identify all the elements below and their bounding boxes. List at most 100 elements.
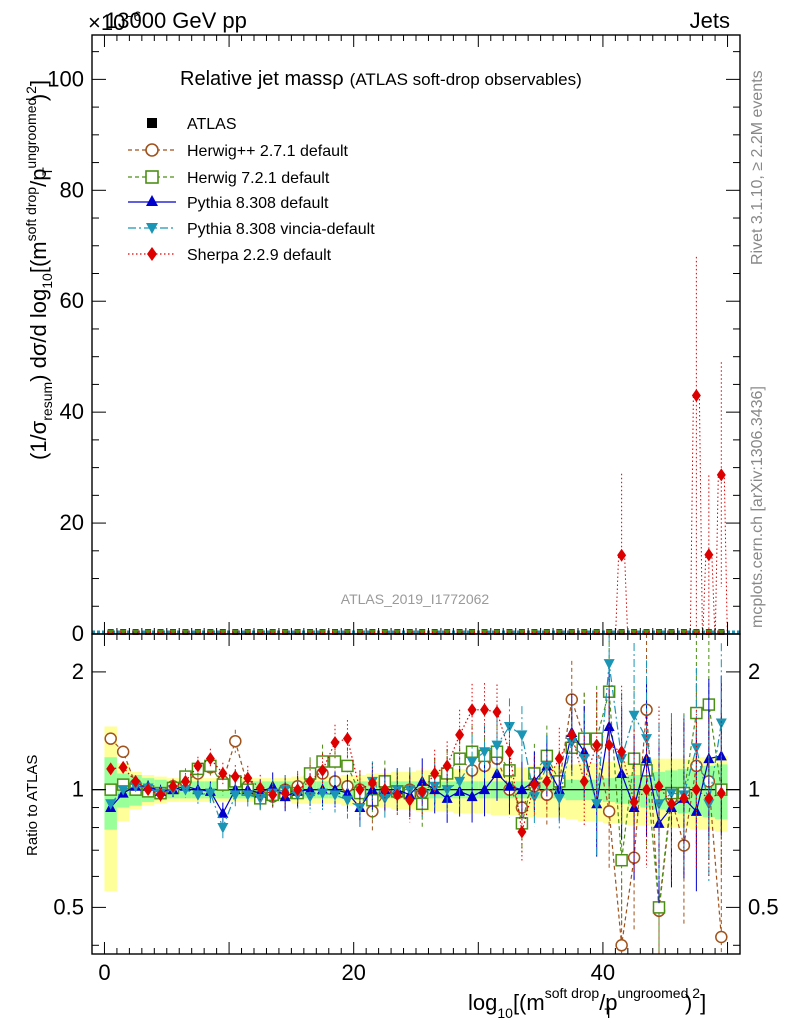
main-point xyxy=(506,630,513,635)
ratio-point xyxy=(317,788,329,800)
ratio-point xyxy=(230,770,240,784)
ratio-point xyxy=(243,771,253,785)
main-sherpa-points xyxy=(615,256,728,635)
ratio-point xyxy=(491,740,503,752)
ratio-point xyxy=(304,783,316,795)
header-left: 13000 GeV pp xyxy=(105,8,247,33)
legend-label-herwig7: Herwig 7.2.1 default xyxy=(187,170,330,187)
ratio-point xyxy=(341,787,353,798)
ratio-point xyxy=(417,784,427,798)
main-point xyxy=(556,630,563,635)
legend-item-herwigpp: Herwig++ 2.7.1 default xyxy=(128,143,349,160)
main-point xyxy=(581,630,588,635)
main-point xyxy=(219,630,226,635)
main-point xyxy=(631,630,638,635)
main-point xyxy=(282,630,289,635)
ratio-point xyxy=(268,788,278,802)
ratio-point xyxy=(516,783,528,795)
ratio-series-line xyxy=(110,663,722,830)
ratio-point xyxy=(118,760,128,774)
ratio-point xyxy=(367,776,377,790)
ratio-point xyxy=(566,737,578,749)
ratio-point xyxy=(328,755,342,768)
main-point xyxy=(232,630,239,635)
main-series-line xyxy=(702,554,716,635)
ratio-point xyxy=(615,939,628,952)
ratio-point xyxy=(529,778,539,792)
main-point xyxy=(531,630,538,635)
ratio-point xyxy=(715,930,728,944)
main-series-line xyxy=(714,474,728,635)
ratio-point xyxy=(193,759,203,773)
main-point xyxy=(444,630,451,635)
y-tick-label-ratio: 1 xyxy=(72,777,84,802)
legend-marker-herwigpp xyxy=(145,143,159,157)
ratio-point xyxy=(104,783,117,796)
ratio-point xyxy=(592,738,602,752)
ratio-point xyxy=(628,710,640,722)
y-tick-label-main: 0 xyxy=(72,621,84,646)
ratio-point xyxy=(192,790,204,801)
main-point xyxy=(381,630,388,635)
ratio-point xyxy=(455,728,465,742)
ratio-point xyxy=(704,791,714,805)
main-point xyxy=(369,630,376,635)
side-label-bottom: mcplots.cern.ch [arXiv:1306.3436] xyxy=(749,386,766,628)
ratio-point xyxy=(305,774,315,788)
ratio-point xyxy=(491,767,503,778)
ratio-point xyxy=(467,703,477,717)
main-point xyxy=(680,630,687,635)
main-point xyxy=(294,630,301,635)
ratio-point xyxy=(218,766,228,780)
ratio-point xyxy=(466,790,478,802)
main-point xyxy=(182,630,189,635)
ratio-point xyxy=(341,795,353,807)
header-right: Jets xyxy=(690,8,730,33)
series-layer xyxy=(92,256,740,954)
main-point xyxy=(617,548,627,562)
main-point xyxy=(456,630,463,635)
main-point xyxy=(107,630,114,635)
ratio-point xyxy=(541,761,553,772)
ratio-point xyxy=(492,705,502,719)
main-point xyxy=(132,630,139,635)
ratio-point xyxy=(242,790,254,801)
ratio-point xyxy=(216,778,230,791)
ratio-point xyxy=(665,788,677,800)
ratio-point xyxy=(603,659,615,670)
y-tick-label-main: 80 xyxy=(60,177,84,202)
ratio-point xyxy=(503,780,515,791)
side-label-top: Rivet 3.1.10, ≥ 2.2M events xyxy=(749,70,766,265)
main-point xyxy=(332,630,338,635)
ratio-point xyxy=(517,825,527,839)
x-tick-label: 0 xyxy=(98,960,110,985)
main-point xyxy=(693,630,700,635)
legend-label-atlas: ATLAS xyxy=(187,116,237,133)
x-axis-label: log10[(msoft drop/pungroomed T)2] xyxy=(468,985,706,1021)
ratio-point xyxy=(666,797,676,811)
main-point xyxy=(394,630,401,635)
main-point xyxy=(618,630,625,635)
ratio-point xyxy=(392,788,402,802)
ratio-point xyxy=(629,795,639,809)
ratio-point xyxy=(567,728,577,742)
main-point xyxy=(518,630,525,635)
ratio-point xyxy=(156,788,166,802)
main-series-line xyxy=(615,554,629,635)
ratio-point xyxy=(604,738,614,752)
ratio-point xyxy=(516,730,528,741)
main-point xyxy=(691,389,701,403)
main-point xyxy=(643,630,650,635)
ratio-point xyxy=(229,734,242,748)
ratio-point xyxy=(342,732,352,746)
ratio-point xyxy=(217,807,229,818)
main-point xyxy=(157,630,164,635)
ratio-point xyxy=(642,783,652,797)
ratio-point xyxy=(217,823,229,834)
y-axis-label-ratio: Ratio to ATLAS xyxy=(24,755,41,856)
ratio-point xyxy=(691,783,701,797)
ratio-point xyxy=(479,783,491,795)
ratio-point xyxy=(341,759,354,773)
ratio-series-line xyxy=(110,709,722,833)
watermark: ATLAS_2019_I1772062 xyxy=(341,591,490,607)
